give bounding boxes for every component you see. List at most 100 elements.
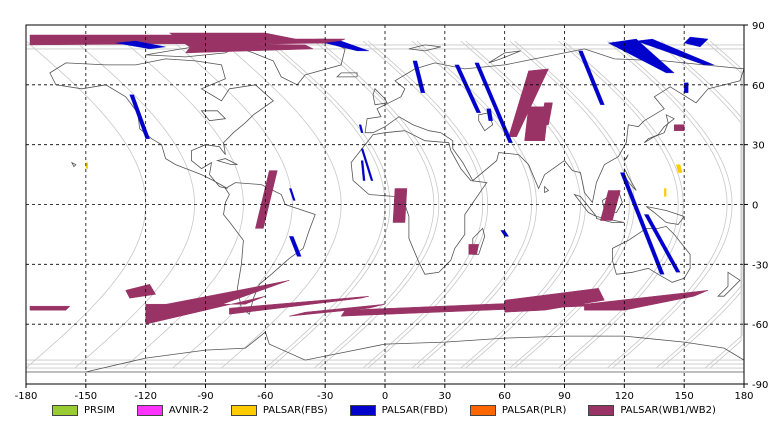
swath-palsar-fbd — [644, 214, 681, 273]
coastline-japan — [644, 114, 675, 144]
y-tick-label: 30 — [752, 141, 765, 152]
orbit-track — [270, 40, 391, 369]
legend-item-avnir2: AVNIR-2 — [136, 404, 209, 416]
x-tick-label: -90 — [197, 391, 213, 402]
coastline-cuba — [215, 158, 238, 166]
legend-swatch-palsar-plr — [469, 404, 496, 416]
swath-palsar-wb — [673, 124, 685, 131]
x-tick-label: -120 — [134, 391, 157, 402]
legend-swatch-palsar-wb — [588, 404, 615, 416]
legend-item-palsar-plr: PALSAR(PLR) — [469, 404, 567, 416]
swath-palsar-fbd — [607, 38, 675, 74]
coastline-svalbard — [408, 44, 441, 52]
y-tick-label: -90 — [752, 380, 768, 391]
coastline-new-zealand — [717, 271, 741, 297]
x-tick-label: 60 — [498, 391, 511, 402]
coastline-novaya-zemlya — [488, 50, 521, 64]
swath-palsar-fbs — [664, 188, 667, 197]
legend-item-palsar-wb: PALSAR(WB1/WB2) — [588, 404, 716, 416]
swath-palsar-fbd — [325, 40, 370, 52]
legend-label-prism: PRSIM — [84, 404, 115, 416]
y-tick-label: 0 — [752, 201, 758, 212]
swath-palsar-wb — [289, 303, 386, 317]
x-tick-label: 30 — [438, 391, 451, 402]
legend-label-avnir2: AVNIR-2 — [168, 404, 209, 416]
swath-palsar-fbd — [684, 82, 689, 93]
x-tick-label: -60 — [257, 391, 273, 402]
legend-label-palsar-fbs: PALSAR(FBS) — [262, 404, 328, 416]
swath-palsar-fbd — [289, 188, 296, 201]
swath-palsar-fbd — [129, 94, 150, 139]
y-tick-label: -60 — [752, 320, 768, 331]
swath-palsar-wb — [29, 305, 71, 311]
x-tick-label: -150 — [74, 391, 97, 402]
swath-palsar-wb — [185, 42, 314, 54]
legend-item-prism: PRSIM — [52, 404, 115, 416]
coastline-great-lakes — [200, 110, 227, 122]
coastline-madagascar — [472, 227, 486, 255]
legend-swatch-avnir2 — [136, 404, 163, 416]
orbit-track — [558, 40, 679, 369]
legend-label-palsar-wb: PALSAR(WB1/WB2) — [620, 404, 716, 416]
coastline-north-america — [49, 58, 274, 189]
swath-palsar-fbd — [578, 50, 605, 105]
orbit-track — [221, 40, 342, 369]
swath-palsar-fbd — [289, 236, 302, 257]
swath-palsar-fbd — [358, 124, 364, 133]
swath-palsar-fbd — [500, 230, 509, 237]
orbit-track — [25, 40, 147, 369]
y-tick-label: -30 — [752, 260, 768, 271]
swath-palsar-fbd — [115, 40, 166, 50]
swath-palsar-fbd — [486, 108, 493, 121]
swath-palsar-fbd — [620, 172, 665, 275]
orbit-track — [367, 40, 489, 369]
swath-palsar-wb — [178, 38, 346, 46]
legend-swatch-palsar-fbs — [230, 404, 257, 416]
swath-palsar-fbd — [454, 64, 481, 113]
x-tick-label: 0 — [382, 391, 388, 402]
legend-label-palsar-plr: PALSAR(PLR) — [501, 404, 567, 416]
orbit-track — [607, 40, 728, 369]
x-axis-ticks: -180 -150 -120 -90 -60 -30 0 30 60 90 120 150 180 — [15, 384, 754, 402]
swath-palsar-wb — [392, 188, 408, 223]
coastline-britain — [372, 88, 388, 106]
swath-palsar-fbd — [636, 38, 715, 66]
x-tick-label: -30 — [317, 391, 333, 402]
orbit-track — [509, 40, 630, 369]
coastline-taiwan — [623, 154, 629, 161]
legend-item-palsar-fbd: PALSAR(FBD) — [349, 404, 448, 416]
swath-palsar-wb — [255, 170, 278, 229]
swath-palsar-wb — [508, 68, 549, 137]
swath-palsar-fbs — [85, 162, 88, 169]
swath-palsar-fbd — [474, 62, 513, 143]
x-tick-label: -180 — [15, 391, 38, 402]
legend-swatch-prism — [52, 404, 78, 416]
swath-palsar-wb — [229, 295, 370, 315]
swath-palsar-fbs — [676, 164, 683, 173]
legend-label-palsar-fbd: PALSAR(FBD) — [381, 404, 448, 416]
coastline-sri-lanka — [544, 185, 550, 194]
legend: PRSIM AVNIR-2 PALSAR(FBS) PALSAR(FBD) PA… — [52, 403, 738, 417]
x-tick-label: 150 — [675, 391, 694, 402]
swath-palsar-wb — [584, 290, 709, 311]
orbit-track — [563, 40, 684, 369]
swath-palsar-wb — [504, 288, 605, 313]
legend-swatch-palsar-fbd — [349, 404, 376, 416]
x-tick-label: 180 — [734, 391, 753, 402]
x-tick-label: 120 — [615, 391, 634, 402]
swath-palsar-wb — [540, 102, 553, 125]
coastline-hawaii — [71, 161, 77, 168]
coastline-new-guinea — [646, 206, 685, 225]
swath-palsar-fbd — [360, 148, 374, 181]
swath-palsar-fbd — [412, 60, 426, 93]
y-tick-label: 60 — [752, 81, 765, 92]
legend-item-palsar-fbs: PALSAR(FBS) — [230, 404, 328, 416]
swath-palsar-wb — [125, 284, 157, 299]
y-tick-label: 90 — [752, 21, 765, 32]
swath-palsar-fbd — [683, 36, 709, 48]
coastline-iceland — [336, 72, 358, 78]
acquisition-swaths — [29, 32, 715, 325]
orbit-track — [612, 40, 733, 369]
coastline-caspian-sea — [478, 112, 494, 132]
